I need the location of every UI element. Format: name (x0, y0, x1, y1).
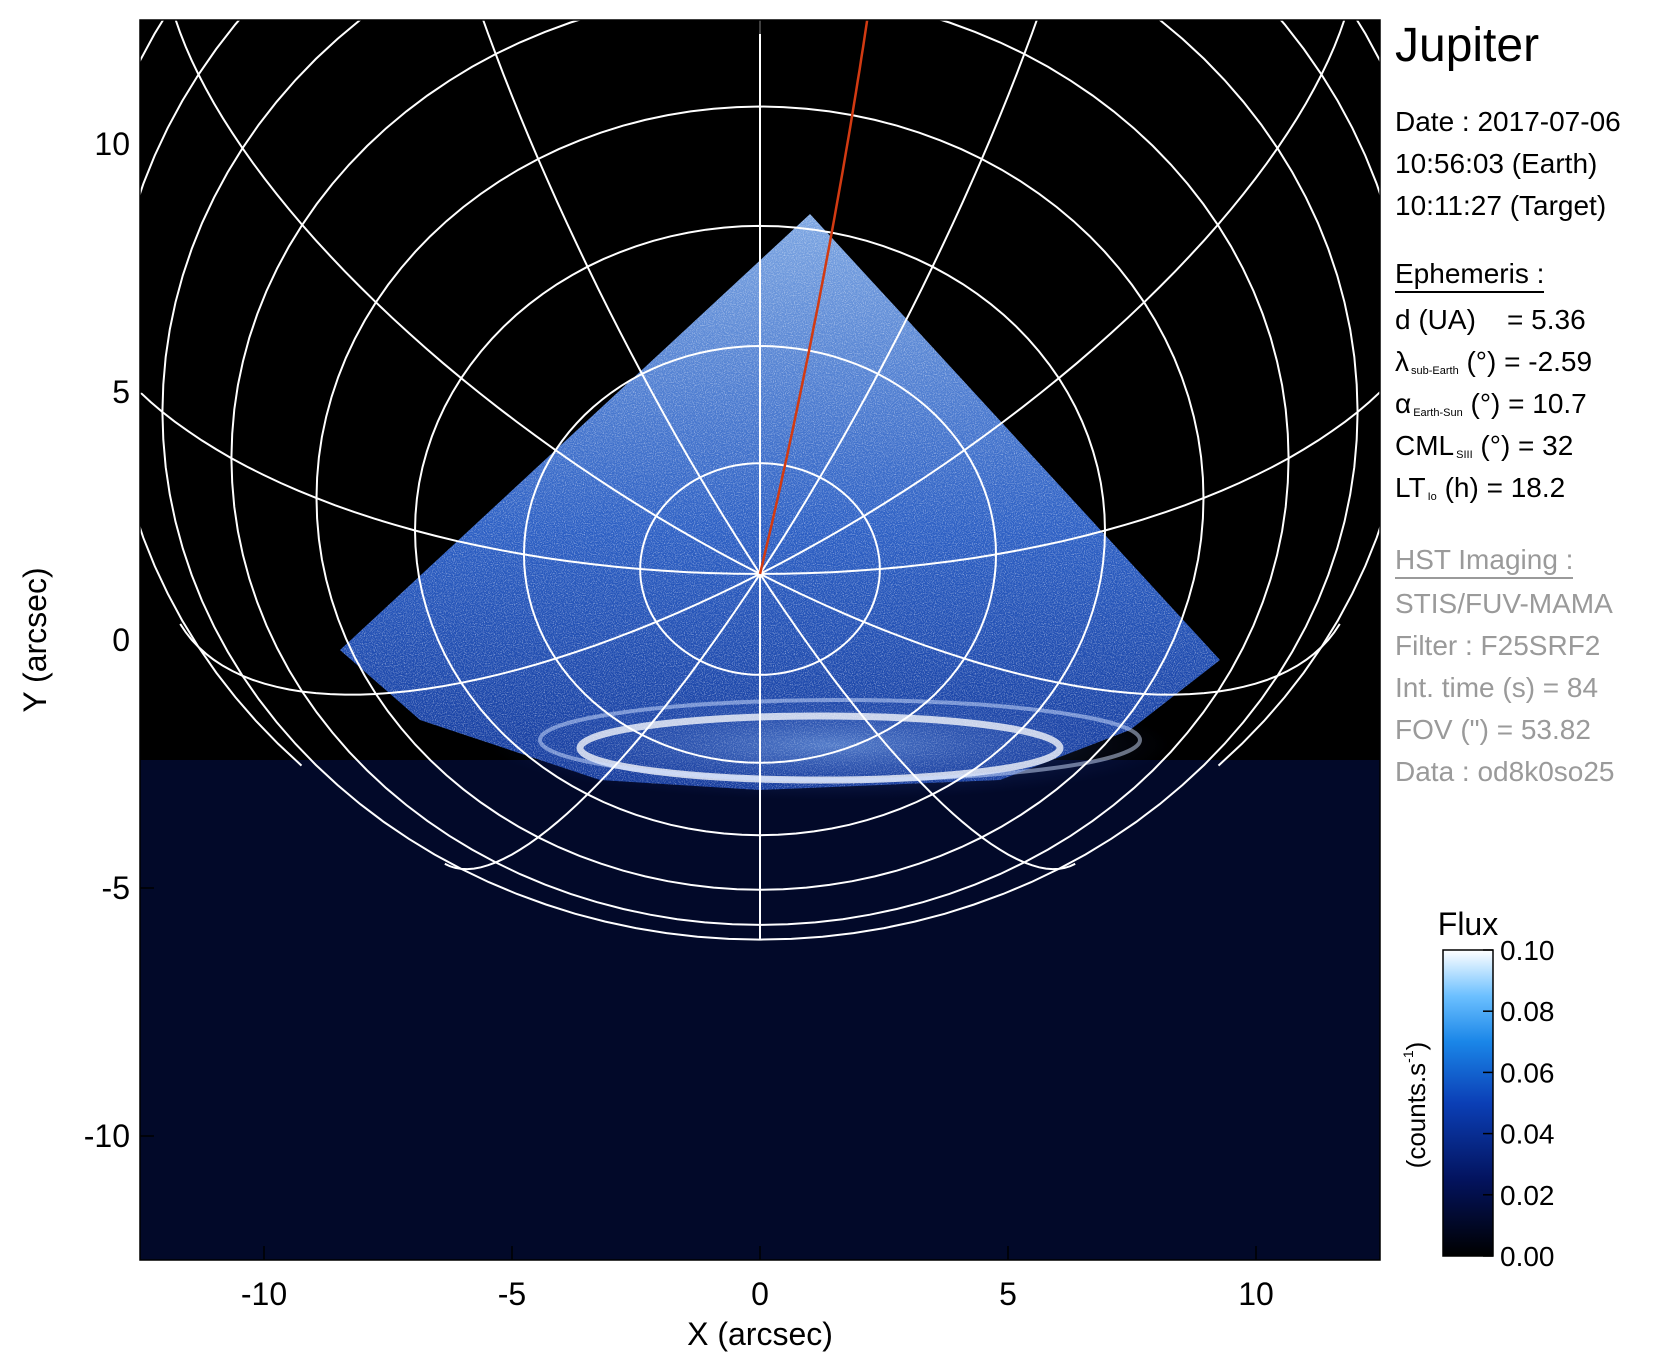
grid-line (759, 20, 1346, 575)
y-tick-label: 5 (112, 374, 130, 410)
hst-fov: FOV (") = 53.82 (1395, 714, 1591, 745)
target-time: 10:11:27 (Target) (1395, 190, 1607, 221)
hst-filter: Filter : F25SRF2 (1395, 630, 1601, 661)
y-axis-ticks: 10 5 0 -5 -10 (84, 126, 154, 1154)
highlight-meridian-line (758, 20, 869, 575)
colorbar (1442, 949, 1494, 1257)
y-tick-label: -10 (84, 1118, 130, 1154)
grid-line (759, 573, 1341, 696)
colorbar-tick-label: 0.10 (1500, 935, 1555, 966)
hst-instrument: STIS/FUV-MAMA (1395, 588, 1613, 619)
grid-line (482, 20, 761, 575)
y-tick-label: 0 (112, 622, 130, 658)
grid-line (759, 390, 1380, 575)
colorbar-title: Flux (1438, 906, 1498, 942)
planet-name: Jupiter (1395, 19, 1540, 72)
colorbar-tick-label: 0.06 (1500, 1057, 1555, 1088)
x-tick-label: 0 (751, 1276, 769, 1312)
colorbar-tick-label: 0.04 (1500, 1119, 1555, 1150)
y-tick-label: 10 (94, 126, 130, 162)
ephemeris-cml: CML SIII (°) = 32 (1395, 430, 1574, 461)
x-tick-label: -5 (498, 1276, 526, 1312)
grid-line (140, 390, 761, 575)
colorbar-ticks: 0.10 0.08 0.06 0.04 0.02 0.00 (1483, 935, 1555, 1272)
colorbar-unit-label: (counts.s-1) (1400, 1042, 1431, 1169)
x-tick-label: 10 (1238, 1276, 1274, 1312)
info-panel: Jupiter Date : 2017-07-06 10:56:03 (Eart… (1395, 0, 1676, 1367)
y-tick-label: -5 (102, 870, 130, 906)
grid-line (179, 573, 761, 696)
x-tick-label: -10 (241, 1276, 287, 1312)
aurora-outer-oval (538, 698, 1142, 782)
colorbar-tick-label: 0.00 (1500, 1241, 1555, 1272)
grid-line (174, 20, 761, 575)
hst-integration-time: Int. time (s) = 84 (1395, 672, 1599, 703)
ephemeris-sub-earth-latitude: λ sub-Earth (°) = -2.59 (1395, 346, 1593, 377)
earth-time: 10:56:03 (Earth) (1395, 148, 1598, 179)
aurora-glow (490, 690, 1170, 800)
grid-line (444, 573, 761, 871)
ephemeris-distance: d (UA) = 5.36 (1395, 304, 1586, 335)
x-tick-label: 5 (999, 1276, 1017, 1312)
x-axis-ticks: -10 -5 0 5 10 (241, 20, 1274, 1312)
colorbar-tick-label: 0.08 (1500, 996, 1555, 1027)
grid-line (759, 20, 1038, 575)
hst-heading: HST Imaging : (1395, 544, 1574, 579)
ephemeris-heading: Ephemeris : (1395, 258, 1545, 293)
grid-line (114, 0, 1407, 8)
planetographic-grid (114, 0, 1407, 941)
y-axis-label: Y (arcsec) (17, 567, 53, 712)
hst-dataset: Data : od8k0so25 (1395, 756, 1615, 787)
x-axis-label: X (arcsec) (687, 1316, 833, 1352)
ephemeris-io-local-time: LT Io (h) = 18.2 (1395, 472, 1566, 503)
emission-wedge-noise (340, 214, 1220, 790)
date-line: Date : 2017-07-06 (1395, 106, 1621, 137)
grid-line (759, 573, 1076, 871)
ephemeris-phase-angle: α Earth-Sun (°) = 10.7 (1395, 388, 1587, 419)
colorbar-tick-label: 0.02 (1500, 1180, 1555, 1211)
